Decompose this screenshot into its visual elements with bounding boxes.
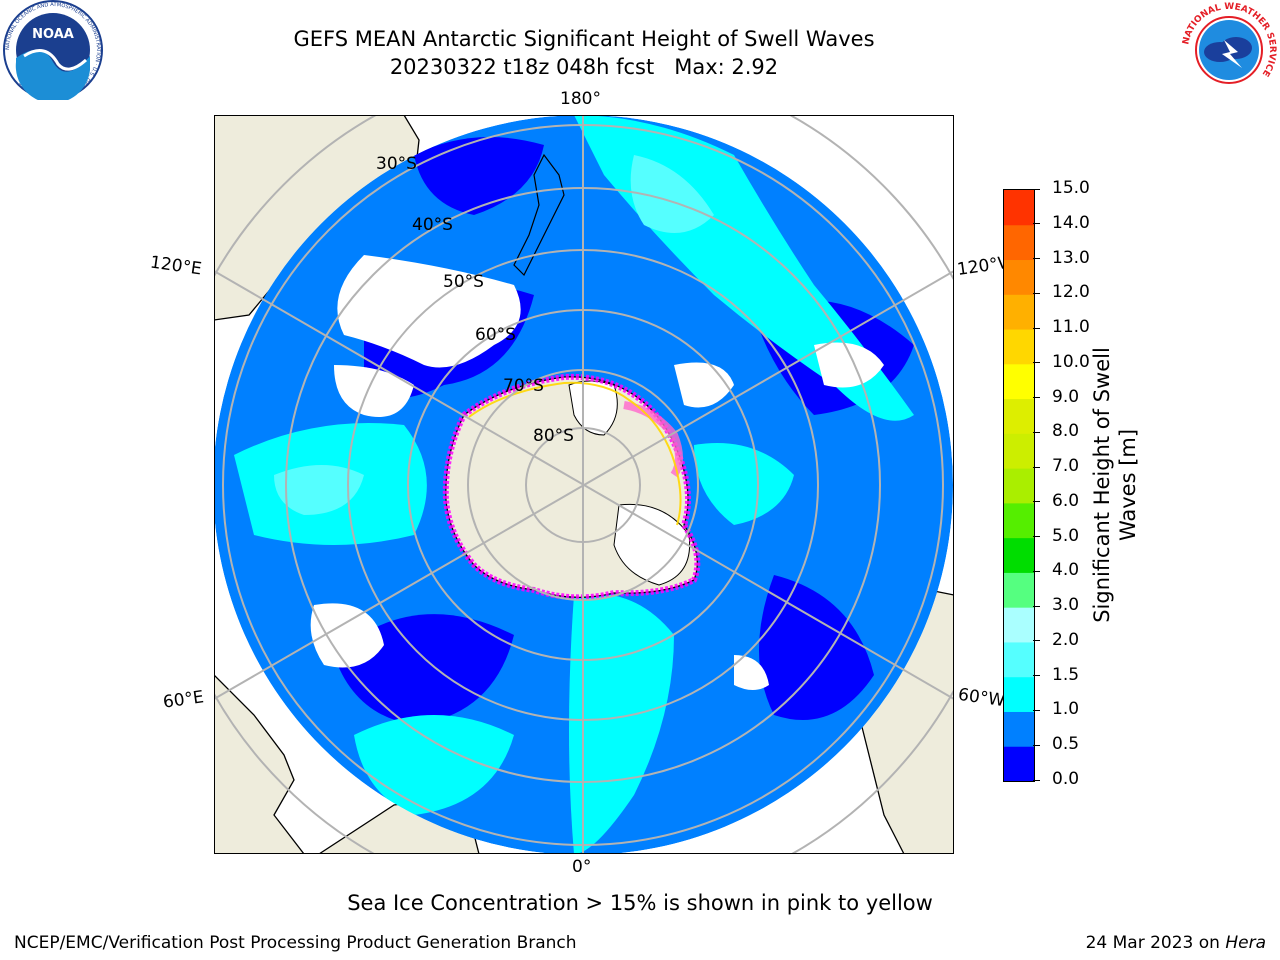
colorbar-tick-label: 11.0 <box>1052 317 1090 338</box>
colorbar-segment <box>1004 607 1034 643</box>
colorbar-tick-label: 0.0 <box>1052 769 1080 789</box>
parallel-label-50s: 50°S <box>443 272 484 292</box>
chart-subtitle: 20230322 t18z 048h fcst Max: 2.92 <box>389 55 779 79</box>
colorbar-tick-label: 1.0 <box>1052 699 1080 720</box>
footer-credit: NCEP/EMC/Verification Post Processing Pr… <box>14 933 577 953</box>
colorbar-tick-mark <box>1033 292 1040 294</box>
colorbar-tick-mark <box>1033 605 1040 607</box>
colorbar-segment <box>1004 294 1034 330</box>
meridian-label-60e: 60°E <box>161 687 206 713</box>
meridian-label-60w: 60°W <box>956 684 1007 712</box>
colorbar-segment <box>1004 329 1034 365</box>
colorbar-segment <box>1004 398 1034 434</box>
chart-title: GEFS MEAN Antarctic Significant Height o… <box>293 27 875 51</box>
colorbar <box>1003 189 1035 782</box>
swell-high-area <box>569 593 674 854</box>
colorbar-segment <box>1004 572 1034 608</box>
colorbar-tick-label: 2.0 <box>1052 629 1080 650</box>
colorbar-tick-mark <box>1033 640 1040 642</box>
parallel-label-70s: 70°S <box>503 376 544 396</box>
colorbar-tick-label: 8.0 <box>1052 421 1080 442</box>
nws-logo: NATIONAL WEATHER SERVICE <box>1180 1 1278 99</box>
colorbar-tick-mark <box>1033 223 1040 225</box>
colorbar-tick-mark <box>1033 397 1040 399</box>
colorbar-tick-mark <box>1033 258 1040 260</box>
colorbar-tick-label: 3.0 <box>1052 595 1080 616</box>
colorbar-tick-label: 4.0 <box>1052 560 1080 581</box>
colorbar-tick-mark <box>1033 188 1040 190</box>
colorbar-tick-mark <box>1033 327 1040 329</box>
parallel-label-40s: 40°S <box>412 215 453 235</box>
colorbar-tick-mark <box>1033 501 1040 503</box>
no-data-area <box>334 365 414 417</box>
no-data-area <box>814 342 884 388</box>
sea-ice-fringe <box>442 373 701 601</box>
colorbar-tick-mark <box>1033 536 1040 538</box>
colorbar-segment <box>1004 537 1034 573</box>
colorbar-tick-label: 1.5 <box>1052 664 1080 685</box>
no-data-area <box>310 603 384 668</box>
colorbar-tick-mark <box>1033 362 1040 364</box>
colorbar-tick-label: 7.0 <box>1052 456 1080 477</box>
swell-higher-area <box>630 155 714 233</box>
colorbar-tick-label: 0.5 <box>1052 734 1080 755</box>
swell-low-area <box>759 575 874 720</box>
colorbar-segment <box>1004 433 1034 469</box>
colorbar-tick-label: 6.0 <box>1052 490 1080 511</box>
ice-shelf-weddell <box>613 503 691 586</box>
colorbar-segment <box>1004 190 1034 226</box>
colorbar-tick-mark <box>1033 570 1040 572</box>
colorbar-tick-mark <box>1033 744 1040 746</box>
swell-high-area <box>694 443 794 525</box>
meridian-label-180: 180° <box>560 89 601 109</box>
no-data-area <box>337 255 521 368</box>
colorbar-segment <box>1004 711 1034 747</box>
colorbar-segment <box>1004 259 1034 295</box>
parallel-label-30s: 30°S <box>376 154 417 174</box>
colorbar-tick-label: 5.0 <box>1052 525 1080 546</box>
colorbar-segment <box>1004 502 1034 539</box>
colorbar-segment <box>1004 746 1034 781</box>
swell-high-area <box>354 715 514 815</box>
colorbar-tick-label: 9.0 <box>1052 386 1080 407</box>
colorbar-tick-mark <box>1033 466 1040 468</box>
noaa-logo: NATIONAL OCEANIC AND ATMOSPHERIC ADMINIS… <box>3 0 103 100</box>
parallel-label-80s: 80°S <box>533 426 574 446</box>
no-data-area <box>734 655 769 690</box>
colorbar-tick-label: 10.0 <box>1052 351 1090 372</box>
colorbar-tick-mark <box>1033 709 1040 711</box>
parallel-label-60s: 60°S <box>475 325 516 345</box>
colorbar-tick-label: 12.0 <box>1052 282 1090 303</box>
sea-ice-fringe <box>468 381 682 526</box>
graticule <box>214 115 954 854</box>
colorbar-tick-mark <box>1033 675 1040 677</box>
swell-low-area <box>414 137 544 215</box>
footer-date: 24 Mar 2023 on Hera <box>1085 933 1266 953</box>
meridian-label-120e: 120°E <box>148 252 203 280</box>
colorbar-tick-label: 13.0 <box>1052 247 1090 268</box>
colorbar-segment <box>1004 641 1034 678</box>
colorbar-segment <box>1004 363 1034 400</box>
meridian-label-0: 0° <box>572 857 592 877</box>
colorbar-label: Significant Height of Swell Waves [m] <box>1090 347 1140 623</box>
swell-higher-area <box>274 465 364 515</box>
colorbar-segment <box>1004 224 1034 261</box>
colorbar-tick-label: 15.0 <box>1052 178 1090 198</box>
colorbar-tick-mark <box>1033 431 1040 433</box>
colorbar-segment <box>1004 468 1034 504</box>
colorbar-tick-mark <box>1033 779 1040 781</box>
colorbar-tick-label: 14.0 <box>1052 212 1090 233</box>
polar-map: 30°S 40°S 50°S 60°S 70°S 80°S <box>214 115 954 854</box>
noaa-logo-text: NOAA <box>32 27 74 42</box>
colorbar-segment <box>1004 676 1034 712</box>
sea-ice-note: Sea Ice Concentration > 15% is shown in … <box>347 891 933 915</box>
